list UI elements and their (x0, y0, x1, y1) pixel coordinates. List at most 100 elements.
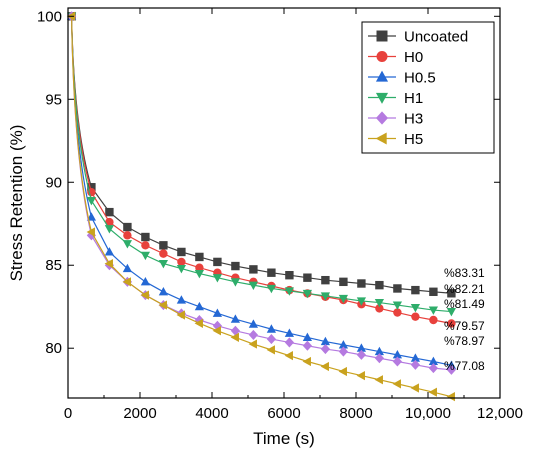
legend-item: H0 (368, 49, 423, 66)
data-point (266, 345, 275, 355)
data-point (393, 308, 402, 317)
data-point (428, 306, 439, 315)
data-point (338, 294, 349, 304)
data-point (194, 318, 203, 328)
data-point (104, 247, 115, 256)
data-point (105, 207, 114, 217)
end-value-label: %81.49 (444, 297, 485, 311)
data-point (357, 279, 366, 288)
data-point (104, 258, 113, 269)
data-point (158, 286, 169, 296)
data-point (392, 350, 403, 359)
data-point (375, 304, 384, 313)
data-point (267, 268, 276, 277)
data-point (212, 274, 223, 283)
legend-item: H1 (368, 90, 423, 107)
legend-label: Uncoated (404, 29, 468, 46)
data-point (446, 392, 455, 402)
data-point (320, 336, 331, 346)
data-point (159, 241, 168, 250)
legend-marker (375, 132, 387, 145)
x-tick-label: 4000 (195, 405, 228, 422)
data-point (158, 300, 167, 310)
legend: Uncoated H0 H0.5 H1 H3 H5 (361, 21, 495, 154)
data-point (320, 292, 331, 301)
data-point (231, 261, 240, 271)
data-point (446, 307, 457, 317)
y-tick-label: 85 (45, 257, 62, 274)
data-point (302, 289, 313, 299)
data-point (230, 325, 241, 336)
data-point (339, 277, 348, 287)
data-point (104, 225, 115, 234)
data-point (230, 278, 241, 287)
data-point (176, 310, 185, 320)
data-point (230, 332, 239, 343)
y-axis-title: Stress Retention (%) (7, 125, 26, 282)
data-point (410, 353, 421, 362)
data-point (447, 319, 456, 328)
data-point (105, 217, 114, 227)
data-point (392, 301, 403, 310)
series-h5 (66, 11, 455, 402)
data-point (140, 276, 151, 286)
data-point (302, 340, 313, 351)
x-tick-label: 8000 (339, 405, 372, 422)
end-value-label: %79.57 (444, 319, 485, 333)
data-point (302, 356, 311, 367)
data-point (356, 343, 367, 352)
data-point (284, 351, 293, 361)
data-point (356, 370, 365, 381)
data-point (284, 328, 295, 337)
data-point (446, 364, 457, 375)
data-point (411, 285, 420, 295)
end-value-label: %82.21 (444, 282, 485, 296)
data-point (140, 251, 151, 261)
data-point (338, 366, 347, 377)
data-point (392, 379, 401, 389)
legend-item: Uncoated (368, 29, 468, 46)
data-point (356, 297, 367, 306)
legend-marker (375, 70, 389, 82)
data-point (194, 314, 205, 326)
data-point (410, 359, 421, 370)
data-point (428, 387, 437, 397)
legend-label: H5 (404, 131, 423, 148)
data-point (122, 240, 133, 249)
data-point (248, 319, 259, 328)
data-point (230, 314, 241, 323)
data-point (375, 280, 384, 290)
data-point (374, 299, 385, 308)
data-point (374, 353, 385, 364)
data-point (356, 349, 367, 360)
data-point (320, 344, 331, 355)
data-point (248, 281, 259, 290)
data-point (410, 303, 421, 313)
y-tick-label: 95 (45, 91, 62, 108)
data-point (410, 383, 419, 393)
data-point (195, 252, 204, 262)
data-point (86, 196, 97, 206)
data-point (141, 241, 150, 250)
data-point (321, 275, 330, 285)
data-point (284, 287, 295, 296)
data-point (428, 363, 439, 374)
data-point (123, 231, 132, 240)
data-point (212, 326, 221, 336)
end-labels: %83.31 %82.21%81.49 %79.57%78.97 %77.08 (444, 266, 485, 373)
data-point (393, 284, 402, 293)
data-point (248, 329, 259, 340)
legend-marker (376, 30, 388, 42)
data-point (122, 263, 133, 273)
legend-label: H3 (404, 111, 423, 128)
legend-item: H5 (368, 131, 423, 148)
x-tick-label: 12,000 (477, 405, 523, 422)
legend-marker (376, 51, 388, 62)
data-point (141, 232, 150, 242)
data-point (87, 183, 96, 192)
series-layer (66, 11, 457, 402)
data-point (446, 360, 457, 369)
data-point (266, 284, 277, 294)
data-point (213, 257, 222, 267)
